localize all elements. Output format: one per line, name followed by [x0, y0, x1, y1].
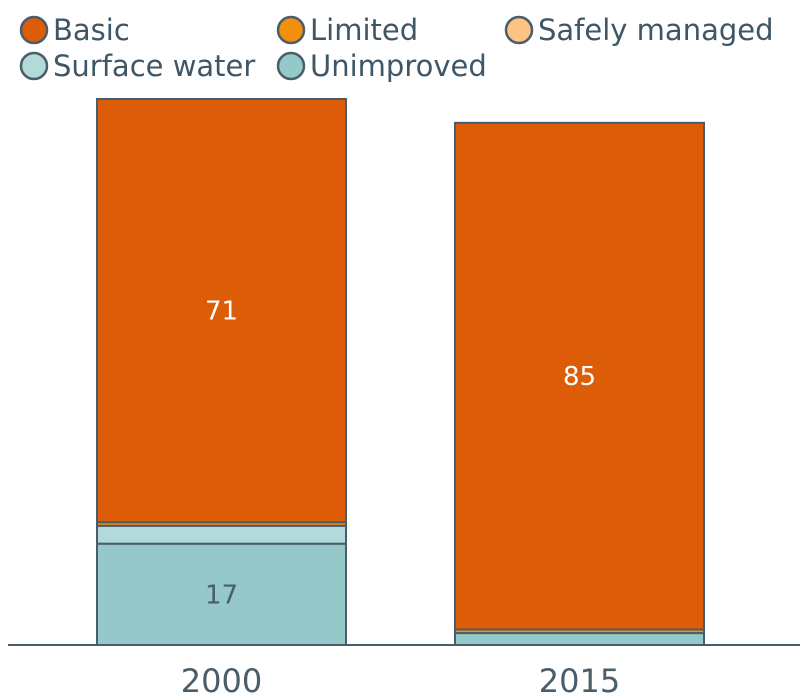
- legend-swatch-surface-water: [19, 51, 49, 81]
- data-label-2000-unimproved: 17: [205, 580, 238, 610]
- legend-label-safely-managed: Safely managed: [538, 13, 774, 47]
- data-label-2000-basic: 71: [205, 297, 238, 327]
- bar-2000-unimproved: [96, 542, 347, 647]
- data-labels: 17 71 85: [205, 297, 596, 611]
- legend-item-safely-managed: Safely managed: [504, 13, 774, 47]
- legend-label-limited: Limited: [310, 13, 418, 47]
- legend-swatch-unimproved: [276, 51, 306, 81]
- bar-2000-surface-water: [96, 524, 347, 545]
- bars: [96, 98, 705, 647]
- legend-label-surface-water: Surface water: [53, 49, 255, 83]
- bar-2000-basic: [96, 98, 347, 524]
- legend-swatch-safely-managed: [504, 15, 534, 45]
- legend-swatch-limited: [276, 15, 306, 45]
- legend-item-basic: Basic: [19, 13, 130, 47]
- x-axis-tick-labels: 2000 2015: [181, 662, 620, 700]
- legend-item-surface-water: Surface water: [19, 49, 255, 83]
- legend-label-unimproved: Unimproved: [310, 49, 487, 83]
- legend-label-basic: Basic: [53, 13, 130, 47]
- bar-2015-unimproved: [454, 632, 705, 647]
- x-tick-label-2000: 2000: [181, 662, 262, 700]
- legend-swatch-basic: [19, 15, 49, 45]
- legend-item-unimproved: Unimproved: [276, 49, 487, 83]
- legend: Basic Limited Safely managed Surface water U…: [19, 13, 774, 83]
- bar-2015-basic: [454, 121, 705, 631]
- x-tick-label-2015: 2015: [539, 662, 620, 700]
- data-label-2015-basic: 85: [563, 362, 596, 392]
- legend-item-limited: Limited: [276, 13, 418, 47]
